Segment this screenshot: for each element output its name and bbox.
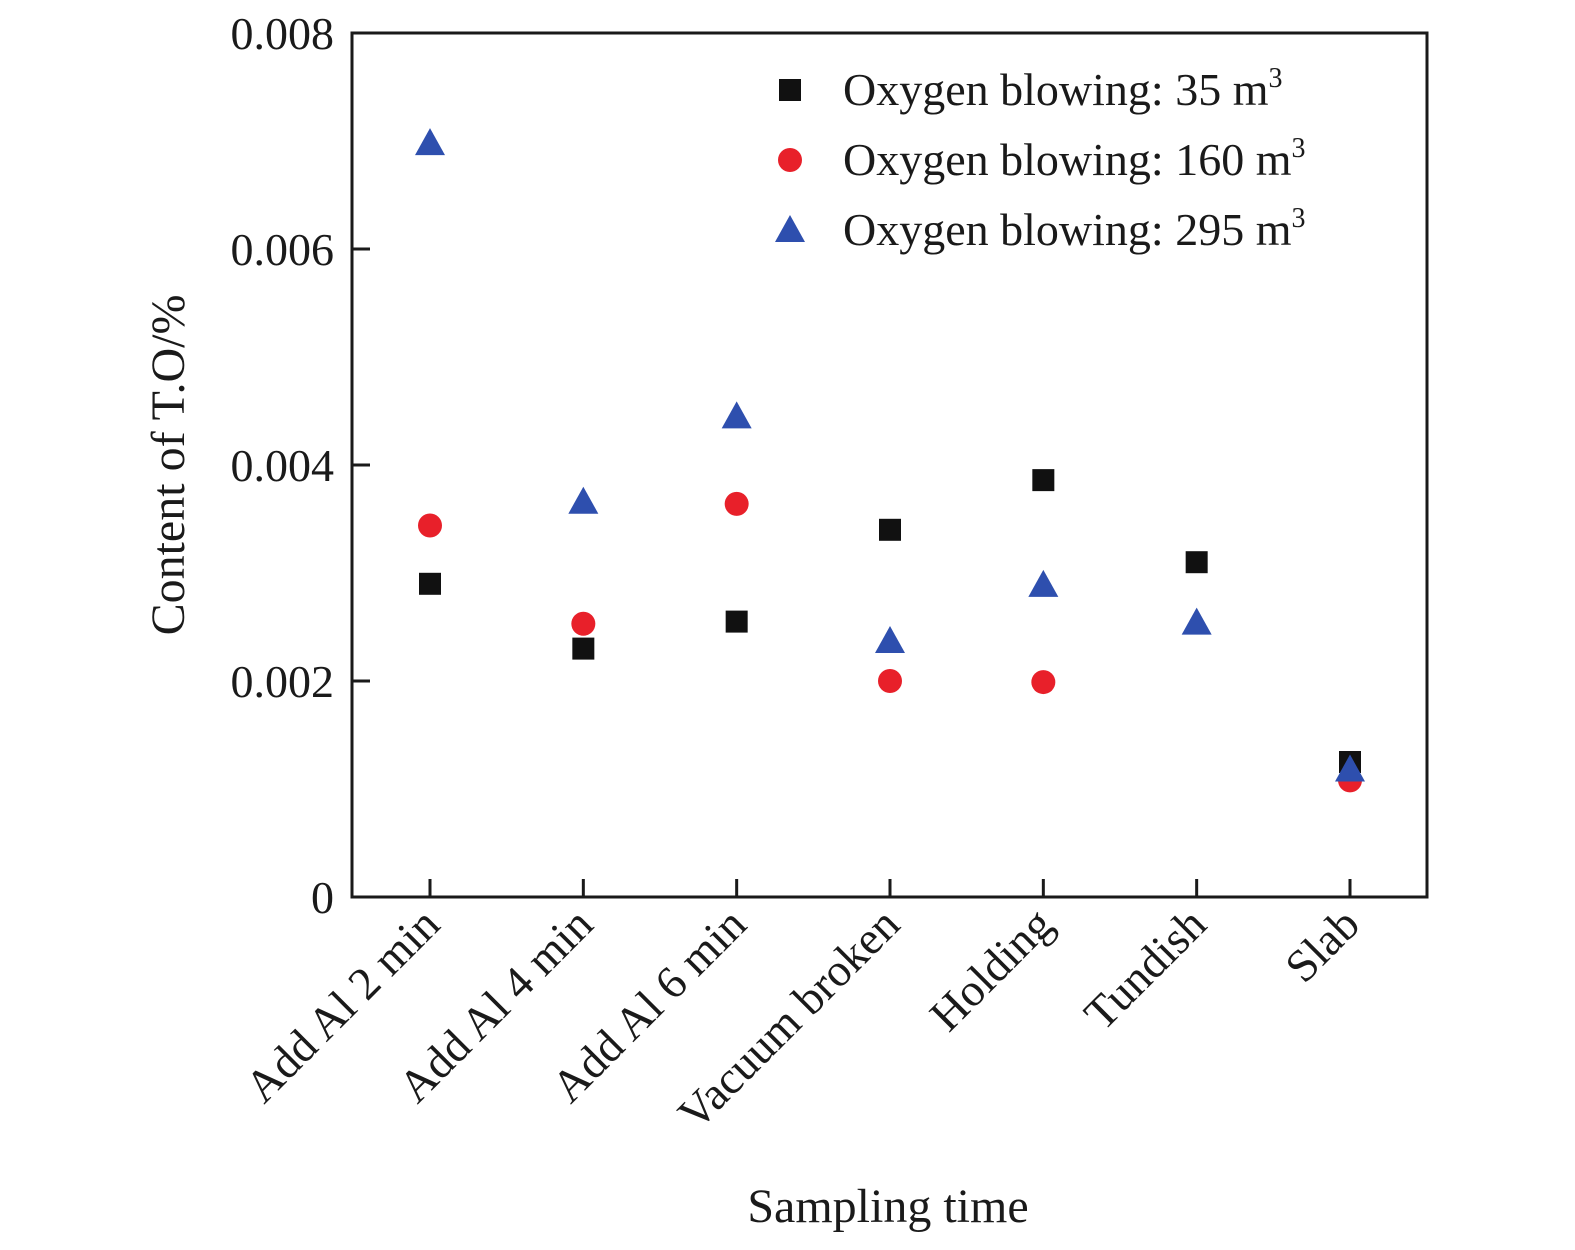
y-tick-label: 0.008	[231, 8, 335, 59]
triangle-point	[1335, 754, 1365, 782]
square-point	[1185, 551, 1208, 574]
data-markers	[415, 128, 1365, 793]
square-point	[1032, 469, 1055, 492]
square-point	[572, 637, 595, 660]
y-tick-label: 0.006	[231, 224, 335, 275]
circle-point	[724, 491, 749, 516]
x-tick-label: Holding	[920, 898, 1063, 1041]
y-axis: 0 0.002 0.004 0.006 0.008	[231, 8, 370, 923]
square-point	[419, 572, 441, 595]
triangle-point	[721, 401, 752, 429]
legend-circle-icon	[778, 148, 802, 172]
legend-entry-label: Oxygen blowing: 35 m3	[843, 63, 1282, 115]
square-point	[725, 610, 748, 633]
y-tick-label: 0	[311, 872, 334, 923]
square-point	[879, 518, 901, 541]
triangle-point	[1181, 607, 1212, 635]
circle-point	[418, 513, 442, 538]
y-tick-label: 0.002	[231, 656, 335, 707]
circle-point	[878, 669, 902, 693]
triangle-point	[1028, 569, 1059, 597]
triangle-point	[568, 486, 599, 514]
x-tick-label: Slab	[1275, 898, 1369, 992]
circle-point	[571, 611, 596, 636]
triangle-point	[415, 128, 445, 156]
x-axis-title: Sampling time	[747, 1180, 1028, 1233]
triangle-point	[875, 626, 905, 654]
legend-square-icon	[779, 79, 801, 101]
legend-entry-label: Oxygen blowing: 160 m3	[843, 133, 1305, 185]
circle-point	[1031, 670, 1056, 695]
x-tick-label: Tundish	[1074, 898, 1216, 1040]
legend: Oxygen blowing: 35 m3 Oxygen blowing: 160…	[775, 63, 1305, 255]
legend-entry-label: Oxygen blowing: 295 m3	[843, 203, 1305, 255]
y-axis-title: Content of T.O/%	[142, 295, 195, 636]
y-tick-label: 0.004	[231, 440, 335, 491]
legend-triangle-icon	[775, 215, 805, 242]
